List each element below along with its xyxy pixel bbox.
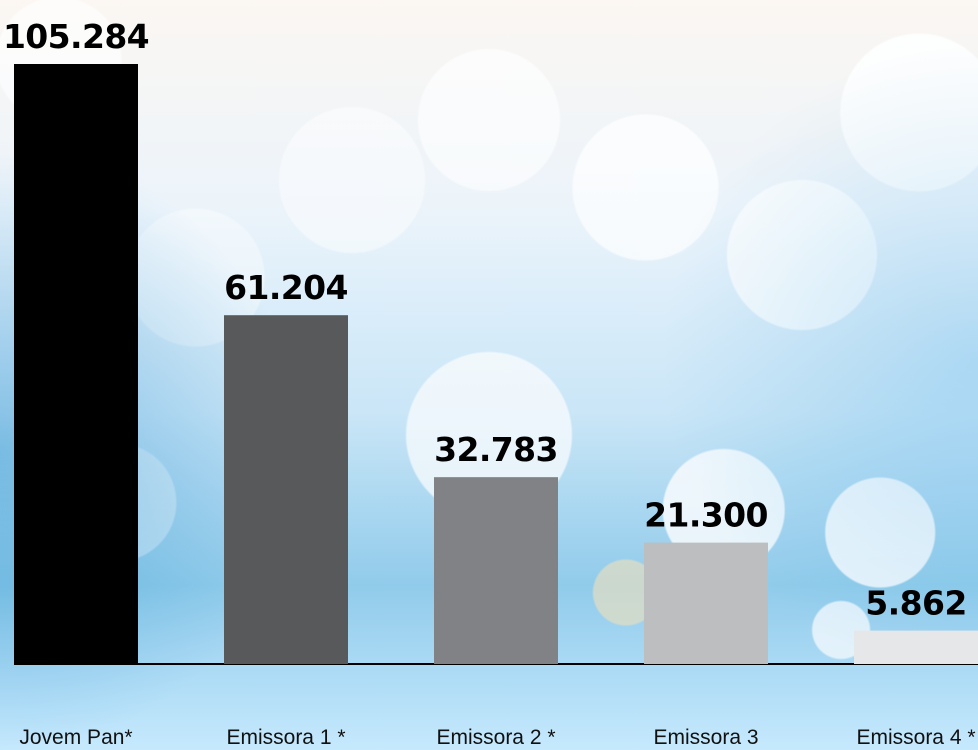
category-label-0: Jovem Pan* <box>19 726 132 749</box>
category-label-1: Emissora 1 * <box>226 726 345 749</box>
bar-1 <box>224 315 348 664</box>
data-label-0: 105.284 <box>3 17 149 56</box>
category-label-2: Emissora 2 * <box>436 726 555 749</box>
data-label-4: 5.862 <box>865 584 966 623</box>
bar-0 <box>14 64 138 664</box>
category-label-4: Emissora 4 * <box>856 726 975 749</box>
data-label-1: 61.204 <box>224 268 348 307</box>
data-label-3: 21.300 <box>644 496 768 535</box>
category-label-3: Emissora 3 <box>653 726 758 749</box>
bar-2 <box>434 477 558 664</box>
bar-3 <box>644 542 768 664</box>
data-label-2: 32.783 <box>434 430 558 469</box>
bar-4 <box>854 630 978 664</box>
